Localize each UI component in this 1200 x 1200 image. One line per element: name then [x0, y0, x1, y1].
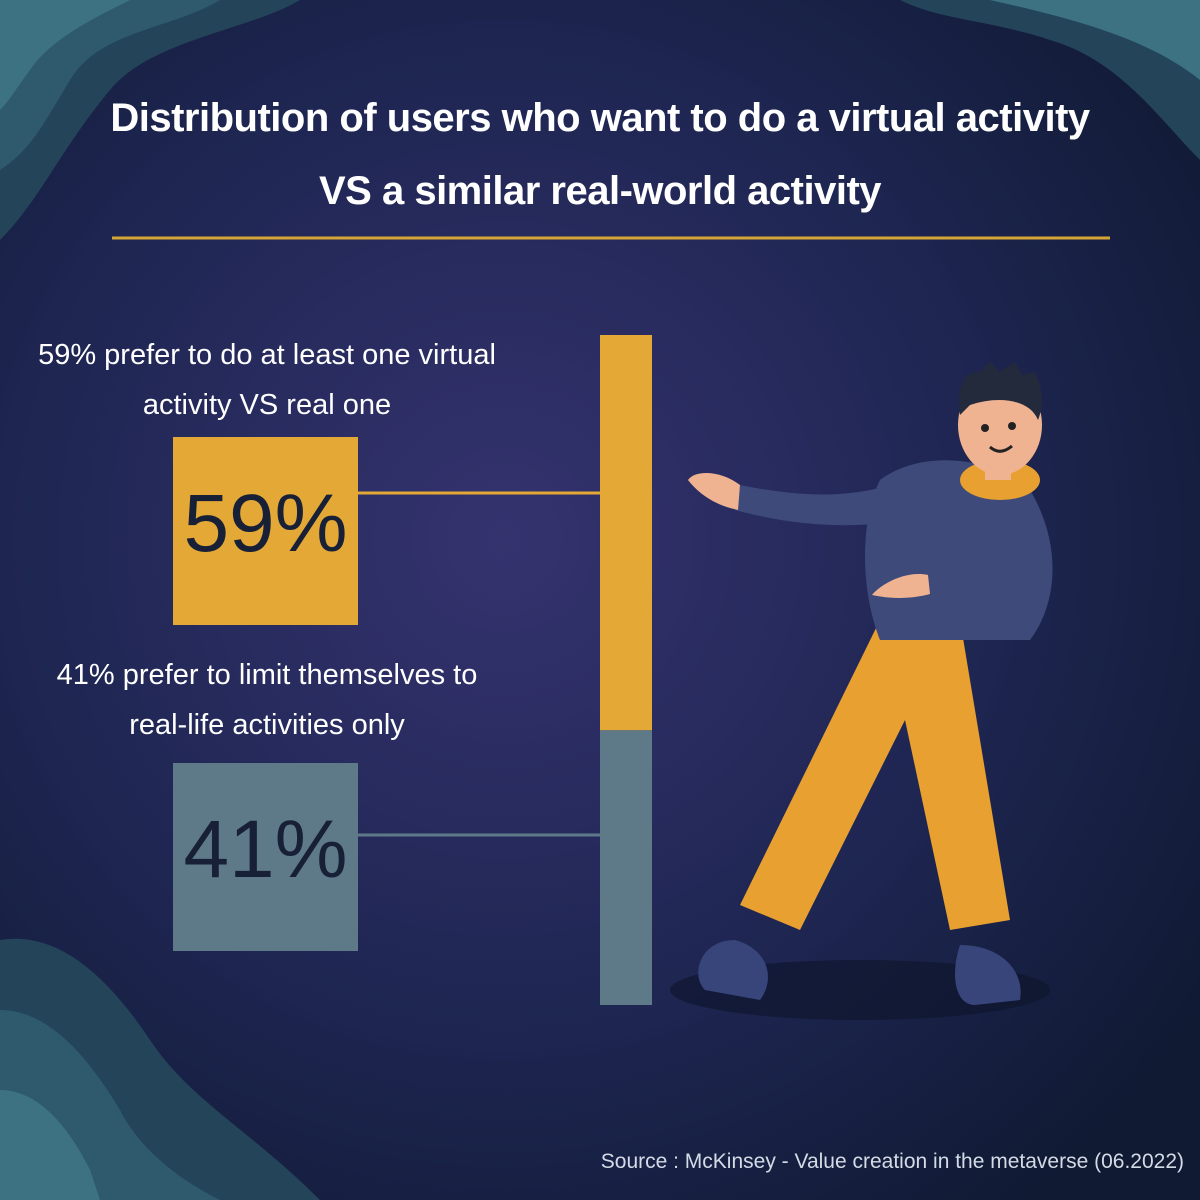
- value-box: [173, 763, 358, 951]
- segment-description: 41% prefer to limit themselves to real-l…: [56, 659, 478, 741]
- segment-description: 59% prefer to do at least one virtual ac…: [38, 339, 496, 421]
- value-box: [173, 437, 358, 625]
- person-illustration: [670, 362, 1053, 1020]
- value-label: 41%: [183, 804, 348, 895]
- chart-title: Distribution of users who want to do a v…: [110, 96, 1090, 213]
- bar-segment: [600, 335, 652, 731]
- bar-segment: [600, 730, 652, 1005]
- source-note: Source : McKinsey - Value creation in th…: [600, 1150, 1184, 1173]
- value-label: 59%: [183, 478, 348, 569]
